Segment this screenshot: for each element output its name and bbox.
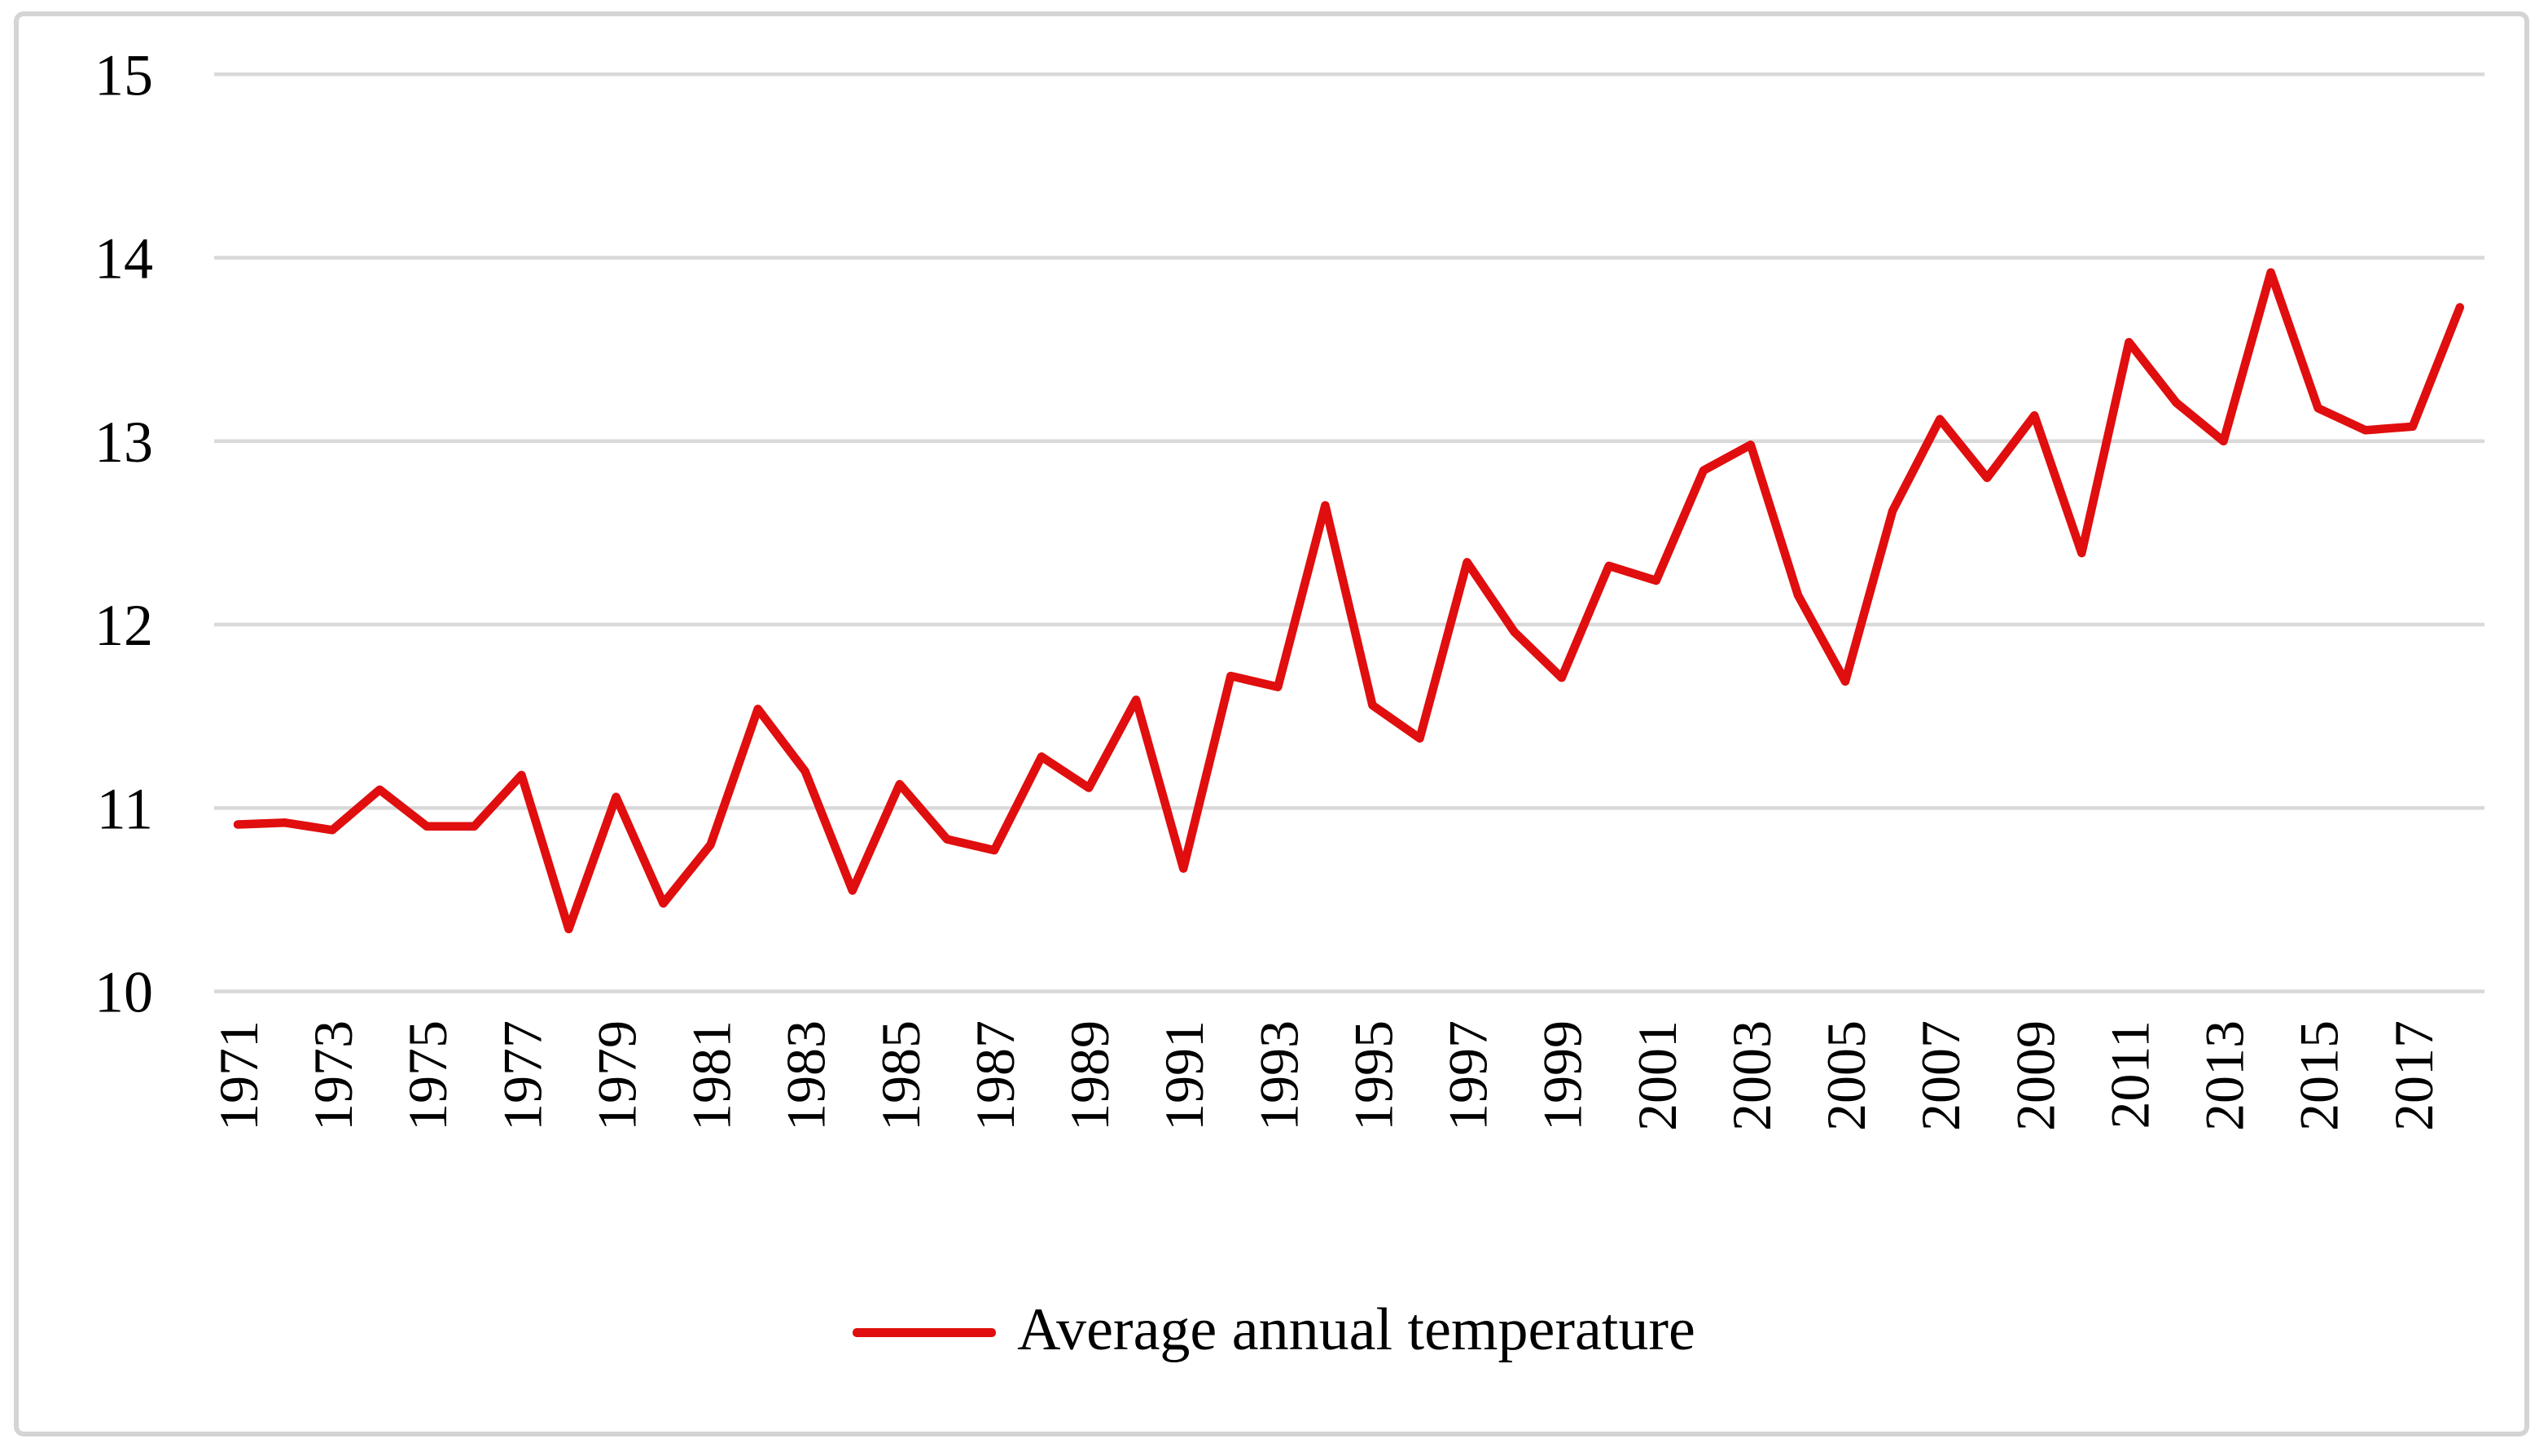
- x-tick-label: 2009: [2004, 1020, 2066, 1131]
- y-tick-label: 10: [94, 960, 153, 1025]
- x-tick-label: 1997: [1437, 1020, 1499, 1131]
- x-tick-label: 1999: [1532, 1020, 1594, 1131]
- data-series: [233, 268, 2465, 934]
- x-tick-label: 1981: [681, 1020, 743, 1131]
- x-tick-label: 1995: [1342, 1020, 1404, 1131]
- y-tick-label: 15: [94, 42, 153, 107]
- y-tick-label: 13: [94, 410, 153, 475]
- x-tick-label: 2005: [1815, 1020, 1877, 1131]
- x-tick-label: 2011: [2098, 1020, 2160, 1129]
- legend-label: Average annual temperature: [1017, 1296, 1695, 1363]
- x-tick-label: 2017: [2383, 1020, 2445, 1131]
- x-tick-label: 1979: [585, 1020, 647, 1131]
- y-tick-label: 11: [97, 776, 153, 841]
- x-tick-label: 1975: [397, 1020, 458, 1131]
- x-tick-label: 2001: [1626, 1020, 1688, 1131]
- x-tick-label: 1991: [1153, 1020, 1215, 1131]
- x-tick-label: 2013: [2194, 1020, 2256, 1131]
- gridlines: [214, 72, 2484, 993]
- temperature-line: [233, 268, 2465, 934]
- x-tick-label: 1971: [208, 1020, 270, 1131]
- y-tick-label: 14: [94, 226, 153, 292]
- x-tick-label: 1985: [870, 1020, 932, 1131]
- y-axis-labels: 15 14 13 12 11 10: [94, 42, 153, 1024]
- x-tick-label: 2015: [2288, 1020, 2350, 1131]
- x-tick-label: 1973: [302, 1020, 364, 1131]
- y-tick-label: 12: [94, 593, 153, 658]
- legend: Average annual temperature: [0, 1300, 2548, 1365]
- x-tick-label: 1977: [491, 1020, 553, 1131]
- x-tick-label: 2003: [1721, 1020, 1783, 1131]
- legend-line-swatch: [853, 1327, 997, 1337]
- x-tick-label: 2007: [1910, 1020, 1971, 1131]
- x-tick-label: 1993: [1248, 1020, 1309, 1131]
- x-axis-labels: 1971 1973 1975 1977 1979 1981 1983 1985 1987 1989…: [208, 1020, 2445, 1131]
- x-tick-label: 1987: [964, 1020, 1026, 1131]
- x-tick-label: 1983: [775, 1020, 837, 1131]
- x-tick-label: 1989: [1059, 1020, 1121, 1131]
